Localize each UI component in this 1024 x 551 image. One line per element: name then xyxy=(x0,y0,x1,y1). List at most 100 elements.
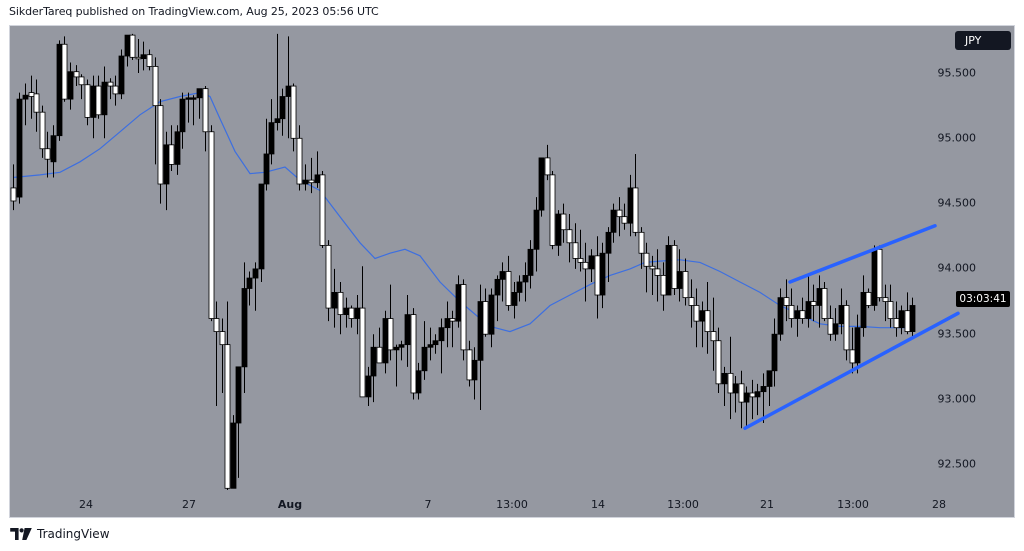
bullish-candle xyxy=(665,244,672,296)
bearish-candle xyxy=(112,85,119,95)
time-tick-label: 28 xyxy=(932,498,946,511)
bullish-candle xyxy=(771,333,778,372)
bullish-candle xyxy=(263,153,270,185)
bearish-candle xyxy=(44,148,51,160)
bearish-candle xyxy=(135,56,142,60)
bullish-candle xyxy=(743,392,750,403)
bullish-candle xyxy=(721,372,728,385)
bearish-candle xyxy=(671,244,678,289)
bearish-candle xyxy=(107,81,114,87)
bullish-candle xyxy=(415,370,422,394)
bullish-candle xyxy=(354,307,361,319)
bullish-candle xyxy=(421,346,428,372)
tradingview-footer[interactable]: TradingView xyxy=(10,527,110,541)
bullish-candle xyxy=(140,54,147,60)
bullish-candle xyxy=(241,288,248,368)
bearish-candle xyxy=(296,137,303,185)
price-tick-label: 95.000 xyxy=(937,131,977,145)
moving-average-line xyxy=(12,91,912,333)
bullish-candle xyxy=(279,96,286,120)
bearish-candle xyxy=(482,301,489,335)
bullish-candle xyxy=(16,98,23,198)
bullish-candle xyxy=(511,292,518,306)
bullish-candle xyxy=(499,271,506,280)
bearish-candle xyxy=(39,111,46,150)
bearish-candle xyxy=(738,383,745,403)
time-tick-label: 13:00 xyxy=(837,498,869,511)
bullish-candle xyxy=(370,346,377,377)
bearish-candle xyxy=(693,305,700,322)
price-tick-label: 92.500 xyxy=(937,457,977,471)
bullish-candle xyxy=(365,375,372,398)
bearish-candle xyxy=(799,310,806,319)
price-tick-label: 95.500 xyxy=(937,66,977,80)
bearish-candle xyxy=(84,84,91,118)
bearish-candle xyxy=(387,318,394,351)
bullish-candle xyxy=(699,310,706,322)
bearish-candle xyxy=(213,318,220,332)
bullish-candle xyxy=(285,85,292,97)
bearish-candle xyxy=(560,213,567,231)
bearish-candle xyxy=(544,157,551,176)
bullish-candle xyxy=(516,281,523,293)
bearish-candle xyxy=(849,349,856,364)
bearish-candle xyxy=(337,292,344,316)
bearish-candle xyxy=(715,340,722,385)
bullish-candle xyxy=(393,346,400,351)
bullish-candle xyxy=(331,292,338,309)
time-tick-label: Aug xyxy=(277,498,303,511)
bearish-candle xyxy=(632,187,639,233)
bullish-candle xyxy=(101,81,108,116)
bearish-candle xyxy=(904,310,911,332)
bullish-candle xyxy=(438,327,445,342)
chart-pane[interactable] xyxy=(9,25,1015,518)
bullish-candle xyxy=(196,88,203,99)
bearish-candle xyxy=(325,244,332,309)
bullish-candle xyxy=(838,305,845,325)
bearish-candle xyxy=(572,242,579,259)
bearish-candle xyxy=(219,331,226,346)
bearish-candle xyxy=(208,131,215,319)
bullish-candle xyxy=(427,344,434,348)
bullish-candle xyxy=(494,278,501,296)
bullish-candle xyxy=(455,284,462,322)
bullish-candle xyxy=(382,318,389,364)
bullish-candle xyxy=(118,55,125,95)
bullish-candle xyxy=(854,327,861,364)
bearish-candle xyxy=(887,301,894,319)
bullish-candle xyxy=(676,271,683,289)
bullish-candle xyxy=(588,255,595,270)
bullish-candle xyxy=(794,310,801,319)
bullish-candle xyxy=(488,294,495,335)
bearish-candle xyxy=(168,144,175,165)
bearish-candle xyxy=(821,288,828,319)
bearish-candle xyxy=(449,318,456,322)
bearish-candle xyxy=(566,229,573,244)
bullish-candle xyxy=(610,209,617,233)
bearish-candle xyxy=(95,85,102,116)
time-tick-label: 13:00 xyxy=(496,498,528,511)
bullish-candle xyxy=(179,98,186,133)
bearish-candle xyxy=(33,93,40,113)
upper-wedge-line xyxy=(788,224,937,284)
bearish-candle xyxy=(876,248,883,299)
currency-badge[interactable]: JPY xyxy=(955,31,1011,50)
bearish-candle xyxy=(73,71,80,78)
bullish-candle xyxy=(605,231,612,254)
bullish-candle xyxy=(124,34,131,57)
bearish-candle xyxy=(78,76,85,86)
bearish-candle xyxy=(577,258,584,263)
bullish-candle xyxy=(314,174,321,184)
bullish-candle xyxy=(268,122,275,155)
bullish-candle xyxy=(599,252,606,296)
bullish-candle xyxy=(174,131,181,165)
bullish-candle xyxy=(50,135,57,163)
bullish-candle xyxy=(343,307,350,316)
bullish-candle xyxy=(67,71,74,100)
tradingview-logo-icon xyxy=(10,528,32,540)
bullish-candle xyxy=(754,391,761,398)
bullish-candle xyxy=(302,179,309,185)
bearish-candle xyxy=(224,344,231,489)
bearish-candle xyxy=(788,305,795,319)
